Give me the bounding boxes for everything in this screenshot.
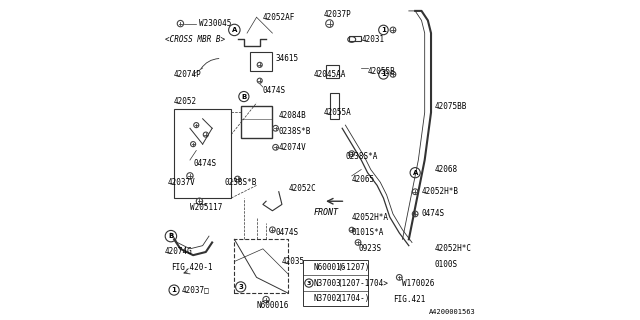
Text: 34615: 34615: [276, 54, 299, 63]
Text: B: B: [241, 93, 246, 100]
Text: 42052H*B: 42052H*B: [422, 187, 458, 196]
Text: 42045AA: 42045AA: [314, 70, 346, 79]
Text: 0100S: 0100S: [434, 260, 458, 269]
Text: FIG.421: FIG.421: [393, 295, 426, 304]
Text: 3: 3: [307, 281, 311, 285]
Text: (1704-): (1704-): [337, 294, 370, 303]
Text: 0238S*B: 0238S*B: [279, 127, 311, 136]
Text: 42052H*A: 42052H*A: [352, 212, 388, 222]
Text: 42035: 42035: [282, 257, 305, 266]
Text: W205117: W205117: [190, 203, 222, 212]
Text: 0238S*B: 0238S*B: [225, 178, 257, 187]
Text: 42055A: 42055A: [323, 108, 351, 117]
Bar: [330, 93, 339, 119]
Text: (-1207): (-1207): [337, 263, 370, 272]
Text: <CROSS MBR B>: <CROSS MBR B>: [164, 35, 225, 44]
Text: 42052C: 42052C: [288, 184, 316, 193]
Text: FIG.420-1: FIG.420-1: [171, 263, 212, 272]
Text: 0101S*A: 0101S*A: [352, 228, 384, 237]
Bar: [241, 106, 273, 138]
Text: N600016: N600016: [257, 301, 289, 310]
Text: 0474S: 0474S: [422, 209, 445, 219]
Text: 42074P: 42074P: [174, 70, 202, 79]
Text: 42068: 42068: [434, 165, 458, 174]
Text: 42074G: 42074G: [164, 247, 192, 257]
Text: 0474S: 0474S: [276, 228, 299, 237]
Text: 1: 1: [381, 71, 386, 77]
Text: 1: 1: [172, 287, 177, 293]
Bar: [349, 36, 361, 41]
Bar: [250, 52, 273, 71]
Text: 42037V: 42037V: [168, 178, 195, 187]
Text: A4200001563: A4200001563: [429, 309, 476, 316]
Text: W170026: W170026: [403, 279, 435, 288]
Text: 1: 1: [381, 27, 386, 33]
Text: 42075BB: 42075BB: [434, 101, 467, 111]
Text: 42055B: 42055B: [367, 67, 396, 76]
Text: 42052AF: 42052AF: [263, 13, 295, 22]
Text: 42031: 42031: [361, 35, 385, 44]
Text: 42037P: 42037P: [323, 10, 351, 19]
Text: 0238S*A: 0238S*A: [346, 152, 378, 161]
Text: A: A: [232, 27, 237, 33]
Text: W230045: W230045: [200, 19, 232, 28]
Text: 42037□: 42037□: [182, 285, 210, 295]
Text: 0474S: 0474S: [263, 86, 286, 95]
Text: (1207-1704>: (1207-1704>: [337, 279, 388, 288]
Text: 3: 3: [238, 284, 243, 290]
Text: N37002: N37002: [314, 294, 341, 303]
Bar: [326, 65, 339, 77]
Text: FRONT: FRONT: [314, 208, 339, 217]
Text: B: B: [168, 233, 173, 239]
Text: 42052: 42052: [174, 97, 197, 106]
Text: A: A: [412, 170, 418, 176]
Bar: [174, 109, 231, 198]
Text: N600016: N600016: [314, 263, 346, 272]
Text: 42052H*C: 42052H*C: [434, 244, 471, 253]
Text: 42074V: 42074V: [279, 143, 307, 152]
Text: 0474S: 0474S: [193, 159, 216, 168]
Text: 42065: 42065: [352, 174, 375, 184]
Text: 0923S: 0923S: [358, 244, 381, 253]
Bar: [303, 260, 367, 306]
Text: 42084B: 42084B: [279, 111, 307, 120]
Text: N37003: N37003: [314, 279, 341, 288]
